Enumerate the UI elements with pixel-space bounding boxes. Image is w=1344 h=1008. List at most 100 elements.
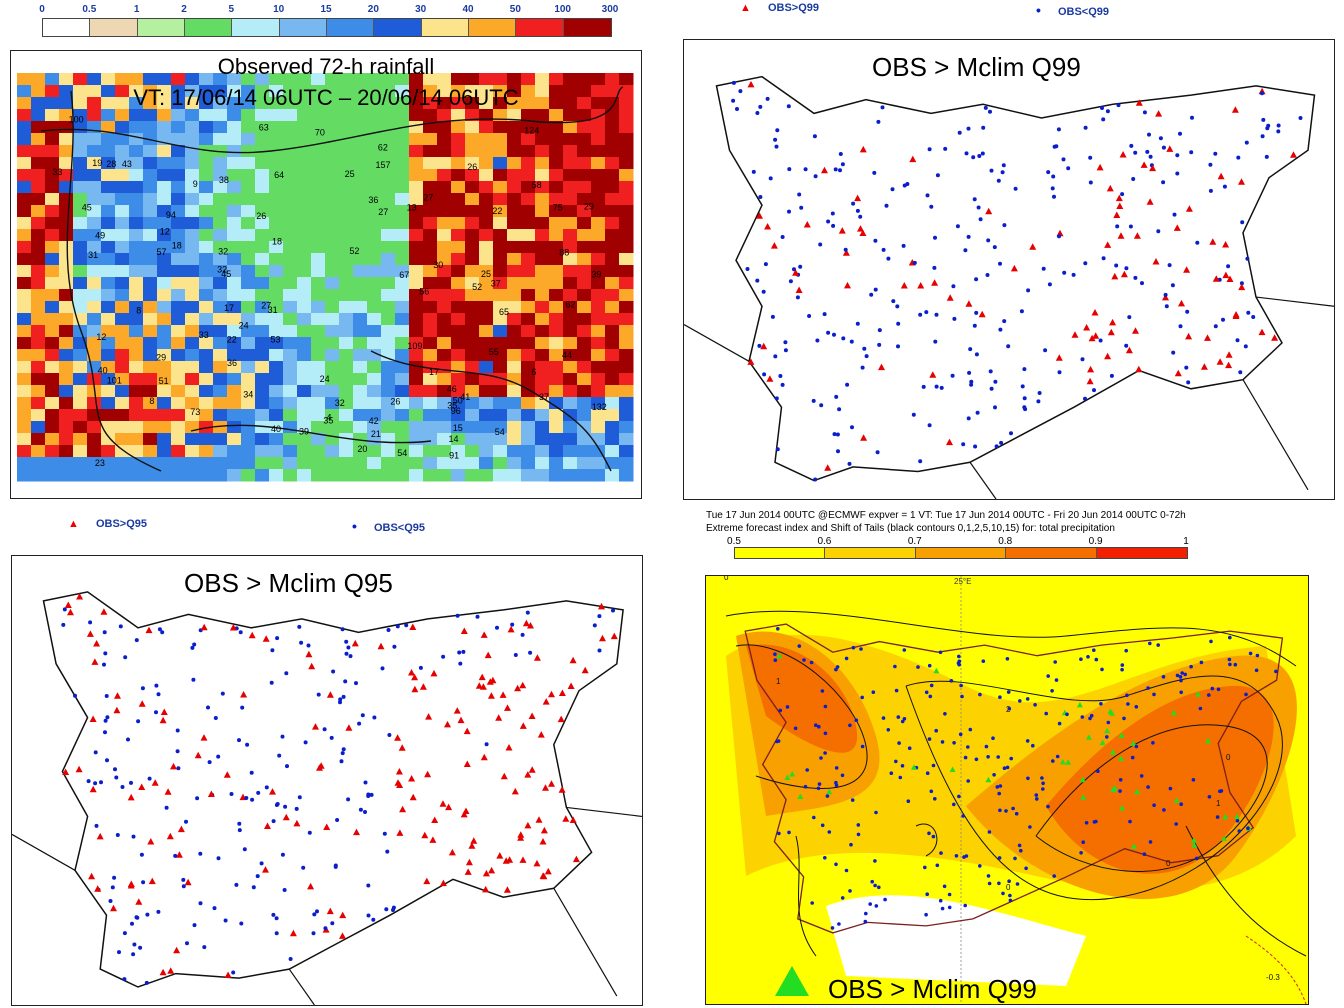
rain-cell bbox=[325, 409, 340, 422]
efi-obs-below-marker bbox=[1199, 660, 1204, 665]
rain-cell bbox=[409, 241, 424, 254]
rain-cell bbox=[73, 373, 88, 386]
station-value-label: 50 bbox=[453, 395, 463, 405]
q99-obs-below-marker bbox=[1080, 357, 1085, 362]
q95-obs-above-marker bbox=[248, 631, 256, 639]
efi-obs-below-marker bbox=[1005, 765, 1010, 770]
rain-cell bbox=[619, 181, 634, 194]
rain-cell bbox=[115, 229, 130, 242]
q95-obs-below-marker bbox=[299, 640, 304, 645]
rain-cell bbox=[409, 469, 424, 482]
rain-cell bbox=[157, 229, 172, 242]
rain-cell bbox=[59, 217, 74, 230]
efi-obs-below-marker bbox=[1055, 754, 1060, 759]
rain-cell bbox=[619, 85, 634, 98]
q99-obs-below-marker bbox=[1056, 127, 1061, 132]
q99-obs-below-marker bbox=[1128, 224, 1133, 229]
rain-cell bbox=[59, 325, 74, 338]
q99-obs-below-marker bbox=[1036, 399, 1041, 404]
rain-cell bbox=[157, 469, 172, 482]
rain-color-seg bbox=[232, 19, 280, 36]
rain-cell bbox=[157, 205, 172, 218]
rain-cell bbox=[493, 433, 508, 446]
q99-obs-above-marker bbox=[1071, 331, 1079, 338]
rain-cell bbox=[367, 181, 382, 194]
rain-cell bbox=[577, 289, 592, 302]
rain-cell bbox=[549, 97, 564, 110]
rain-cell bbox=[451, 205, 466, 218]
rain-cell bbox=[241, 73, 256, 86]
rain-cell bbox=[451, 169, 466, 182]
rain-cell bbox=[171, 385, 186, 398]
rain-cell bbox=[465, 181, 480, 194]
rain-cell bbox=[171, 217, 186, 230]
q99-obs-above-marker bbox=[1088, 334, 1096, 342]
q99-obs-below-marker bbox=[902, 183, 907, 188]
rain-cell bbox=[325, 265, 340, 278]
rain-cell bbox=[549, 289, 564, 302]
rain-cell bbox=[255, 325, 270, 338]
q99-obs-below-marker bbox=[950, 373, 955, 378]
q99-obs-below-marker bbox=[1244, 140, 1249, 145]
rain-cell bbox=[577, 253, 592, 266]
rain-cell bbox=[479, 337, 494, 350]
rain-cell bbox=[395, 469, 410, 482]
rain-cell bbox=[605, 205, 620, 218]
q99-obs-above-marker bbox=[1135, 99, 1143, 106]
rain-cell bbox=[311, 385, 326, 398]
q99-obs-below-marker bbox=[847, 461, 852, 466]
rain-cell bbox=[115, 337, 130, 350]
q99-obs-below-marker bbox=[912, 260, 917, 265]
efi-header-line2: Extreme forecast index and Shift of Tail… bbox=[706, 523, 1115, 534]
q99-obs-below-marker bbox=[999, 440, 1004, 445]
rain-cell bbox=[143, 193, 158, 206]
rain-cell bbox=[409, 361, 424, 374]
rain-cell bbox=[549, 349, 564, 362]
q95-obs-below-marker bbox=[366, 792, 371, 797]
q99-obs-above-marker bbox=[766, 375, 774, 382]
q95-obs-below-marker bbox=[369, 792, 374, 797]
rain-cell bbox=[325, 229, 340, 242]
efi-obs-below-marker bbox=[778, 708, 783, 713]
efi-obs-below-marker bbox=[810, 901, 814, 905]
q95-obs-below-marker bbox=[237, 738, 241, 743]
q99-station-map: OBS > Mclim Q99 bbox=[683, 39, 1335, 500]
q99-obs-below-marker bbox=[807, 314, 812, 318]
rain-cell bbox=[101, 133, 116, 146]
rain-cell bbox=[59, 301, 74, 314]
rain-cells bbox=[17, 73, 634, 482]
q95-obs-below-marker bbox=[360, 713, 365, 718]
rainfall-field: 4032523339101412251229373954262146504437… bbox=[11, 51, 641, 498]
rain-cell bbox=[129, 325, 144, 338]
rain-cell bbox=[171, 397, 186, 410]
q95-obs-below-marker bbox=[274, 931, 279, 936]
efi-obs-below-marker bbox=[1041, 781, 1045, 786]
q95-obs-below-marker bbox=[135, 915, 140, 920]
station-value-label: 75 bbox=[553, 202, 563, 212]
rain-tick-label: 15 bbox=[320, 4, 332, 15]
rain-cell bbox=[185, 301, 200, 314]
q99-obs-below-marker bbox=[851, 201, 856, 206]
q95-obs-above-marker bbox=[312, 723, 319, 730]
rain-cell bbox=[563, 433, 578, 446]
station-value-label: 91 bbox=[449, 451, 459, 461]
rain-cell bbox=[311, 145, 326, 158]
rain-cell bbox=[451, 97, 466, 110]
station-value-label: 124 bbox=[524, 125, 539, 135]
rain-cell bbox=[297, 193, 312, 206]
rain-cell bbox=[17, 337, 32, 350]
rain-cell bbox=[521, 373, 536, 386]
rain-cell bbox=[479, 145, 494, 158]
q95-obs-below-marker bbox=[185, 941, 189, 946]
rain-cell bbox=[143, 229, 158, 242]
q95-obs-below-marker bbox=[392, 644, 397, 649]
q95-obs-below-marker bbox=[455, 613, 460, 618]
rain-cell bbox=[283, 469, 298, 482]
rain-cell bbox=[507, 373, 522, 386]
q95-obs-below-marker bbox=[284, 671, 289, 676]
rain-cell bbox=[283, 205, 298, 218]
rain-cell bbox=[423, 373, 438, 386]
rain-cell bbox=[87, 397, 102, 410]
rain-cell bbox=[325, 385, 340, 398]
q95-obs-below-marker bbox=[118, 624, 123, 629]
